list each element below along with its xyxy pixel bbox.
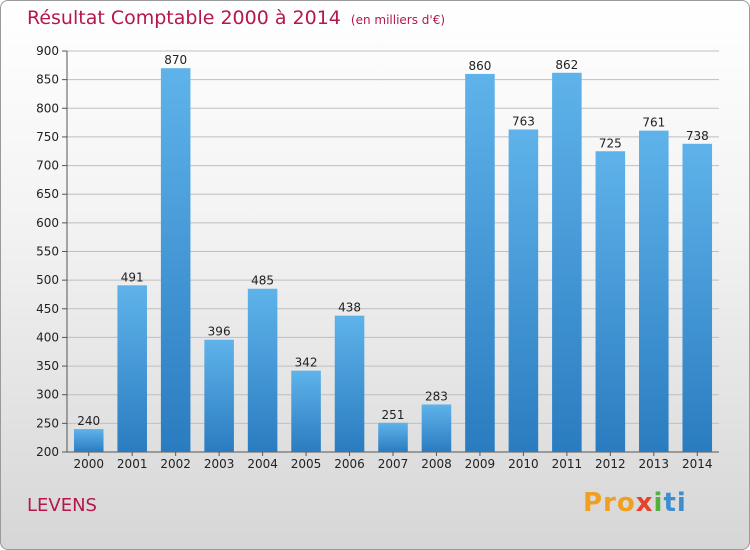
bar-2012 — [595, 151, 626, 452]
y-tick-label: 900 — [36, 44, 59, 58]
data-label-2001: 491 — [121, 270, 144, 284]
bar-2002 — [160, 68, 191, 452]
y-tick-label: 650 — [36, 187, 59, 201]
y-tick-label: 600 — [36, 216, 59, 230]
x-tick-label-2009: 2009 — [465, 457, 496, 471]
data-label-2006: 438 — [338, 301, 361, 315]
y-tick-label: 350 — [36, 359, 59, 373]
x-tick-label-2010: 2010 — [508, 457, 539, 471]
x-tick-label-2012: 2012 — [595, 457, 626, 471]
x-tick-label-2008: 2008 — [421, 457, 452, 471]
data-label-2012: 725 — [599, 136, 622, 150]
x-tick-label-2001: 2001 — [117, 457, 148, 471]
bar-2000 — [73, 429, 104, 452]
data-label-2014: 738 — [686, 129, 709, 143]
bar-2013 — [639, 130, 669, 452]
x-tick-label-2004: 2004 — [247, 457, 278, 471]
bar-2001 — [117, 285, 147, 452]
logo-part-4: ti — [663, 488, 687, 518]
bar-2011 — [552, 72, 582, 453]
bar-2006 — [334, 315, 365, 452]
y-tick-label: 500 — [36, 273, 59, 287]
bar-2007 — [378, 422, 408, 452]
x-tick-label-2003: 2003 — [204, 457, 235, 471]
commune-name: LEVENS — [27, 495, 97, 516]
labels: 240 2000 491 2001 870 2002 396 2003 485 2004 342 20… — [73, 53, 712, 471]
bar-2003 — [204, 339, 234, 452]
bar-2014 — [682, 143, 713, 452]
x-tick-label-2011: 2011 — [552, 457, 583, 471]
y-tick-label: 750 — [36, 130, 59, 144]
bar-2008 — [421, 404, 452, 452]
chart-title-text: Résultat Comptable 2000 à 2014 — [27, 7, 341, 29]
data-label-2005: 342 — [295, 356, 318, 370]
logo-part-3: i — [653, 488, 664, 518]
data-label-2008: 283 — [425, 389, 448, 403]
y-tick-label: 200 — [36, 445, 59, 459]
proxiti-logo: Proxiti — [583, 488, 687, 518]
x-tick-label-2005: 2005 — [291, 457, 322, 471]
data-label-2009: 860 — [468, 59, 491, 73]
y-tick-label: 800 — [36, 101, 59, 115]
data-label-2013: 761 — [642, 116, 665, 130]
data-label-2007: 251 — [382, 408, 405, 422]
logo-part-2: x — [635, 488, 654, 518]
x-tick-label-2014: 2014 — [682, 457, 713, 471]
x-tick-label-2007: 2007 — [378, 457, 409, 471]
y-tick-label: 550 — [36, 245, 59, 259]
data-label-2000: 240 — [77, 414, 100, 428]
y-tick-label: 250 — [36, 416, 59, 430]
x-tick-label-2013: 2013 — [639, 457, 670, 471]
y-tick-label: 300 — [36, 388, 59, 402]
logo-part-1: Pro — [583, 488, 636, 518]
bar-2004 — [247, 288, 278, 452]
y-tick-label: 700 — [36, 159, 59, 173]
bars — [73, 68, 713, 453]
chart-subtitle: (en milliers d'€) — [350, 13, 446, 27]
bar-2010 — [508, 129, 539, 452]
data-label-2002: 870 — [164, 53, 187, 67]
chart-title: Résultat Comptable 2000 à 2014 (en millie… — [27, 7, 445, 29]
x-tick-label-2002: 2002 — [160, 457, 191, 471]
x-tick-label-2000: 2000 — [73, 457, 104, 471]
data-label-2003: 396 — [208, 325, 231, 339]
data-label-2010: 763 — [512, 114, 535, 128]
y-tick-label: 450 — [36, 302, 59, 316]
data-label-2011: 862 — [555, 58, 578, 72]
y-tick-label: 400 — [36, 330, 59, 344]
bar-2009 — [465, 73, 495, 453]
data-label-2004: 485 — [251, 274, 274, 288]
bar-2005 — [291, 370, 321, 452]
x-tick-label-2006: 2006 — [334, 457, 365, 471]
y-tick-label: 850 — [36, 73, 59, 87]
